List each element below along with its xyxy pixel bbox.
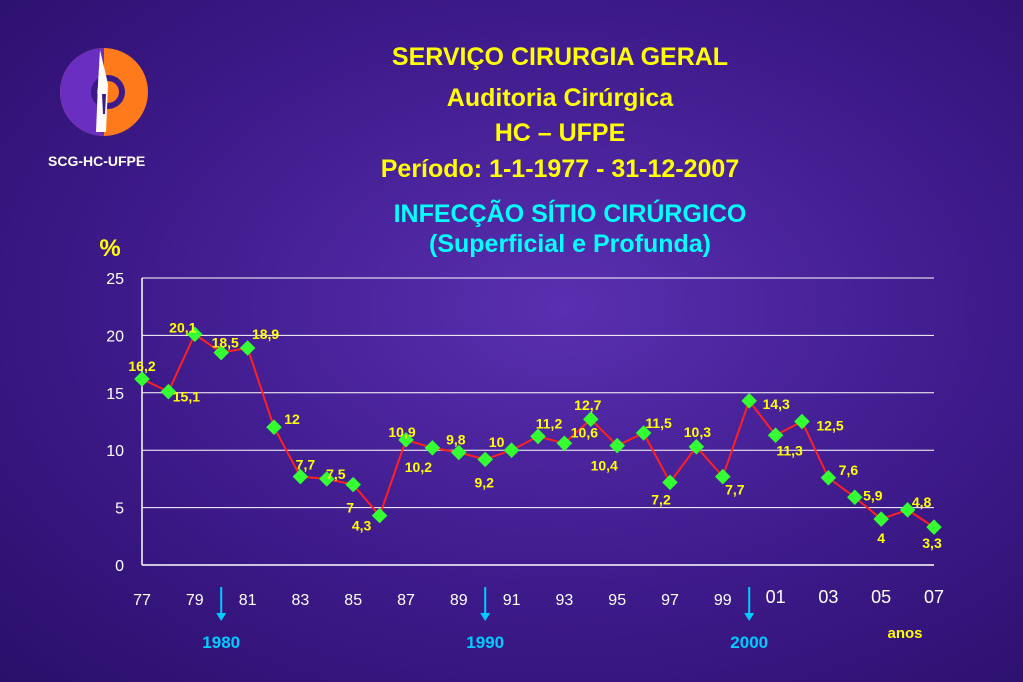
- data-label: 4,8: [912, 494, 932, 510]
- x-tick-label: 99: [714, 592, 732, 609]
- data-point: [503, 442, 520, 458]
- x-tick-label: 97: [661, 592, 679, 609]
- data-point: [767, 427, 784, 444]
- page-title: SERVIÇO CIRURGIA GERAL: [391, 43, 729, 71]
- data-point: [794, 413, 810, 430]
- data-label: 10,4: [591, 458, 618, 474]
- scalpel-emblem-icon: [60, 48, 148, 136]
- data-label: 18,5: [212, 335, 239, 351]
- y-tick-label: 15: [106, 386, 124, 403]
- data-label: 18,9: [252, 326, 279, 342]
- data-label: 11,2: [536, 415, 563, 431]
- data-point: [424, 440, 441, 456]
- data-label: 10,3: [684, 424, 711, 440]
- x-tick-label: 79: [186, 592, 204, 609]
- x-tick-label: 77: [133, 592, 151, 609]
- data-label: 7: [346, 500, 354, 516]
- y-tick-label: 25: [106, 271, 124, 288]
- data-point: [187, 326, 203, 343]
- x-tick-label: 83: [292, 592, 310, 609]
- decade-arrow-head: [216, 613, 227, 621]
- data-point: [266, 419, 282, 436]
- x-tick-label: 89: [450, 592, 468, 609]
- data-label: 9,8: [446, 431, 466, 447]
- x-axis-label: anos: [887, 625, 922, 642]
- x-tick-label: 81: [239, 592, 257, 609]
- x-tick-label: 87: [397, 592, 415, 609]
- data-label: 15,1: [173, 389, 200, 405]
- data-label: 7,6: [839, 462, 859, 478]
- chart-title: INFECÇÃO SÍTIO CIRÚRGICO: [393, 200, 747, 228]
- data-label: 10,2: [405, 459, 432, 475]
- data-label: 4: [877, 530, 885, 546]
- data-label: 3,3: [922, 535, 942, 551]
- y-tick-label: 5: [115, 501, 124, 518]
- data-point: [873, 511, 889, 527]
- data-point: [213, 344, 229, 361]
- data-label: 12,7: [574, 397, 601, 413]
- data-label: 20,1: [169, 319, 196, 335]
- chart-subtitle: (Superficial e Profunda): [429, 230, 711, 258]
- data-label: 16,2: [128, 358, 155, 374]
- decade-label: 1980: [202, 633, 240, 652]
- decade-arrow-head: [480, 613, 491, 621]
- data-label: 10,6: [571, 424, 598, 440]
- logo-caption: SCG-HC-UFPE: [48, 153, 146, 169]
- data-point: [741, 393, 757, 409]
- page-subtitle-period: Período: 1-1-1977 - 31-12-2007: [380, 155, 740, 183]
- data-point: [926, 519, 942, 535]
- data-label: 7,7: [725, 482, 745, 498]
- data-label: 4,3: [352, 518, 372, 534]
- decade-label: 2000: [730, 633, 768, 652]
- y-tick-label: 10: [106, 443, 124, 460]
- data-label: 12: [284, 411, 300, 427]
- x-tick-label: 93: [556, 592, 574, 609]
- x-tick-label: 85: [344, 592, 362, 609]
- data-point: [662, 474, 678, 491]
- data-label: 14,3: [763, 396, 790, 412]
- data-label: 7,7: [296, 457, 316, 473]
- data-point: [239, 340, 256, 356]
- data-label: 7,5: [326, 466, 346, 482]
- data-label: 10: [489, 434, 505, 450]
- x-tick-label: 07: [924, 587, 944, 607]
- data-label: 5,9: [863, 487, 883, 503]
- x-tick-label: 91: [503, 592, 521, 609]
- data-point: [160, 383, 177, 400]
- data-point: [477, 451, 493, 468]
- decade-label: 1990: [466, 633, 504, 652]
- y-tick-label: 20: [106, 328, 124, 345]
- data-point: [820, 469, 837, 486]
- decade-arrow-head: [744, 613, 755, 621]
- data-label: 11,5: [645, 415, 672, 431]
- x-tick-label: 01: [766, 587, 786, 607]
- x-tick-label: 03: [818, 587, 838, 607]
- page-subtitle-institution: HC – UFPE: [494, 119, 626, 147]
- y-axis-label: %: [99, 235, 120, 262]
- data-label: 9,2: [474, 474, 494, 490]
- data-label: 11,3: [776, 442, 803, 458]
- data-label: 12,5: [816, 418, 843, 434]
- page-subtitle-audit: Auditoria Cirúrgica: [446, 84, 674, 112]
- data-label: 10,9: [388, 424, 415, 440]
- x-tick-label: 95: [608, 592, 626, 609]
- data-label: 7,2: [651, 491, 671, 507]
- x-tick-label: 05: [871, 587, 891, 607]
- data-point: [134, 371, 150, 387]
- y-tick-label: 0: [115, 558, 124, 575]
